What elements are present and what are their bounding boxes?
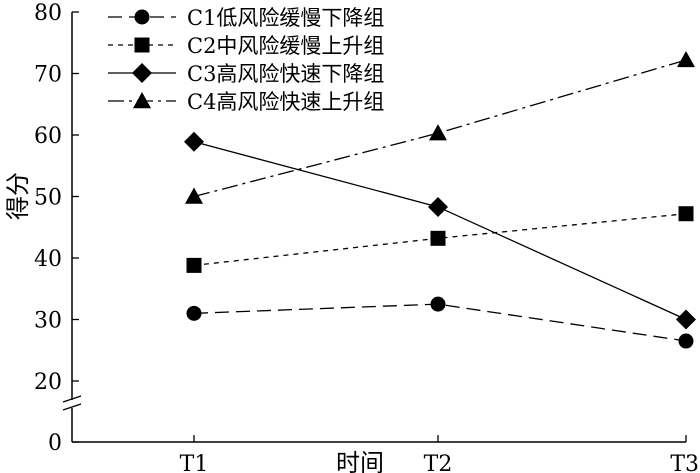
y-tick-label: 80 [34,1,62,26]
y-tick-label: 0 [48,431,62,456]
marker-triangle [429,124,447,141]
y-tick-label: 40 [34,247,62,272]
marker-circle [678,333,694,349]
marker-triangle [677,50,695,68]
legend-item-1: C1低风险缓慢下降组 [108,6,384,30]
y-axis-label: 得分 [4,172,32,220]
legend-label: C3高风险快速下降组 [187,62,384,86]
y-ticks: 0 20 30 40 50 60 70 80 T1 T2 T3 [34,1,699,473]
x-tick-label: T3 [670,452,699,473]
legend-label: C4高风险快速上升组 [187,90,384,114]
series-line [193,213,687,267]
marker-diamond [184,131,204,152]
y-tick-label: 70 [34,63,62,88]
marker-circle [430,296,446,312]
marker-triangle [133,92,151,109]
legend-label: C1低风险缓慢下降组 [187,6,384,30]
marker-diamond [428,196,448,217]
marker-square [134,37,150,53]
legend-item-4: C4高风险快速上升组 [108,90,384,114]
x-tick-label: T2 [424,452,453,473]
legend-label: C2中风险缓慢上升组 [187,34,384,58]
axes [62,12,686,443]
axis-break-mark [62,403,82,411]
legend: C1低风险缓慢下降组 C2中风险缓慢上升组 C3高风险快速下降组 C4高风险快速上升组 [108,6,384,114]
marker-square [678,206,694,222]
y-tick-label: 20 [34,370,62,395]
series-layer [184,50,696,349]
series-4 [185,50,695,204]
series-3 [184,131,696,330]
marker-triangle [185,187,203,204]
marker-diamond [132,63,152,83]
axis-break-mark [62,395,82,403]
legend-item-3: C3高风险快速下降组 [108,62,384,86]
legend-item-2: C2中风险缓慢上升组 [108,34,384,58]
y-tick-label: 60 [34,124,62,149]
series-2 [186,206,694,273]
marker-circle [186,305,202,321]
marker-circle [134,9,150,25]
y-tick-label: 50 [34,186,62,211]
series-1 [186,296,694,349]
series-line [193,141,687,321]
marker-square [430,230,446,246]
marker-square [186,257,202,273]
y-tick-label: 30 [34,309,62,334]
x-tick-label: T1 [180,452,209,473]
marker-diamond [676,309,696,330]
x-axis-label: 时间 [336,449,384,473]
